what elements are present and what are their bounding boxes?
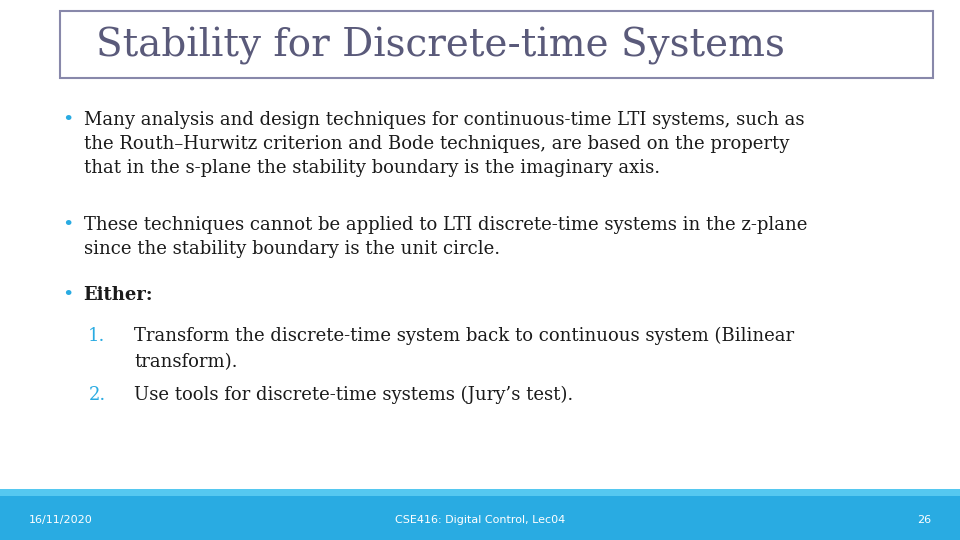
FancyBboxPatch shape (60, 11, 933, 78)
Text: •: • (62, 286, 74, 304)
Text: 2.: 2. (88, 386, 106, 404)
Bar (0, 489, 960, 496)
Text: 1.: 1. (88, 327, 106, 345)
Text: Stability for Discrete-time Systems: Stability for Discrete-time Systems (96, 27, 785, 65)
Text: •: • (62, 111, 74, 129)
Text: Use tools for discrete-time systems (Jury’s test).: Use tools for discrete-time systems (Jur… (134, 386, 574, 404)
Text: Transform the discrete-time system back to continuous system (Bilinear
transform: Transform the discrete-time system back … (134, 327, 795, 370)
Text: •: • (62, 216, 74, 234)
Text: Either:: Either: (84, 286, 153, 304)
Text: 26: 26 (917, 515, 931, 525)
Bar (0, 496, 960, 540)
Text: These techniques cannot be applied to LTI discrete-time systems in the z-plane
s: These techniques cannot be applied to LT… (84, 216, 807, 258)
Text: 16/11/2020: 16/11/2020 (29, 515, 92, 525)
Text: Many analysis and design techniques for continuous-time LTI systems, such as
the: Many analysis and design techniques for … (84, 111, 804, 177)
Text: CSE416: Digital Control, Lec04: CSE416: Digital Control, Lec04 (395, 515, 565, 525)
